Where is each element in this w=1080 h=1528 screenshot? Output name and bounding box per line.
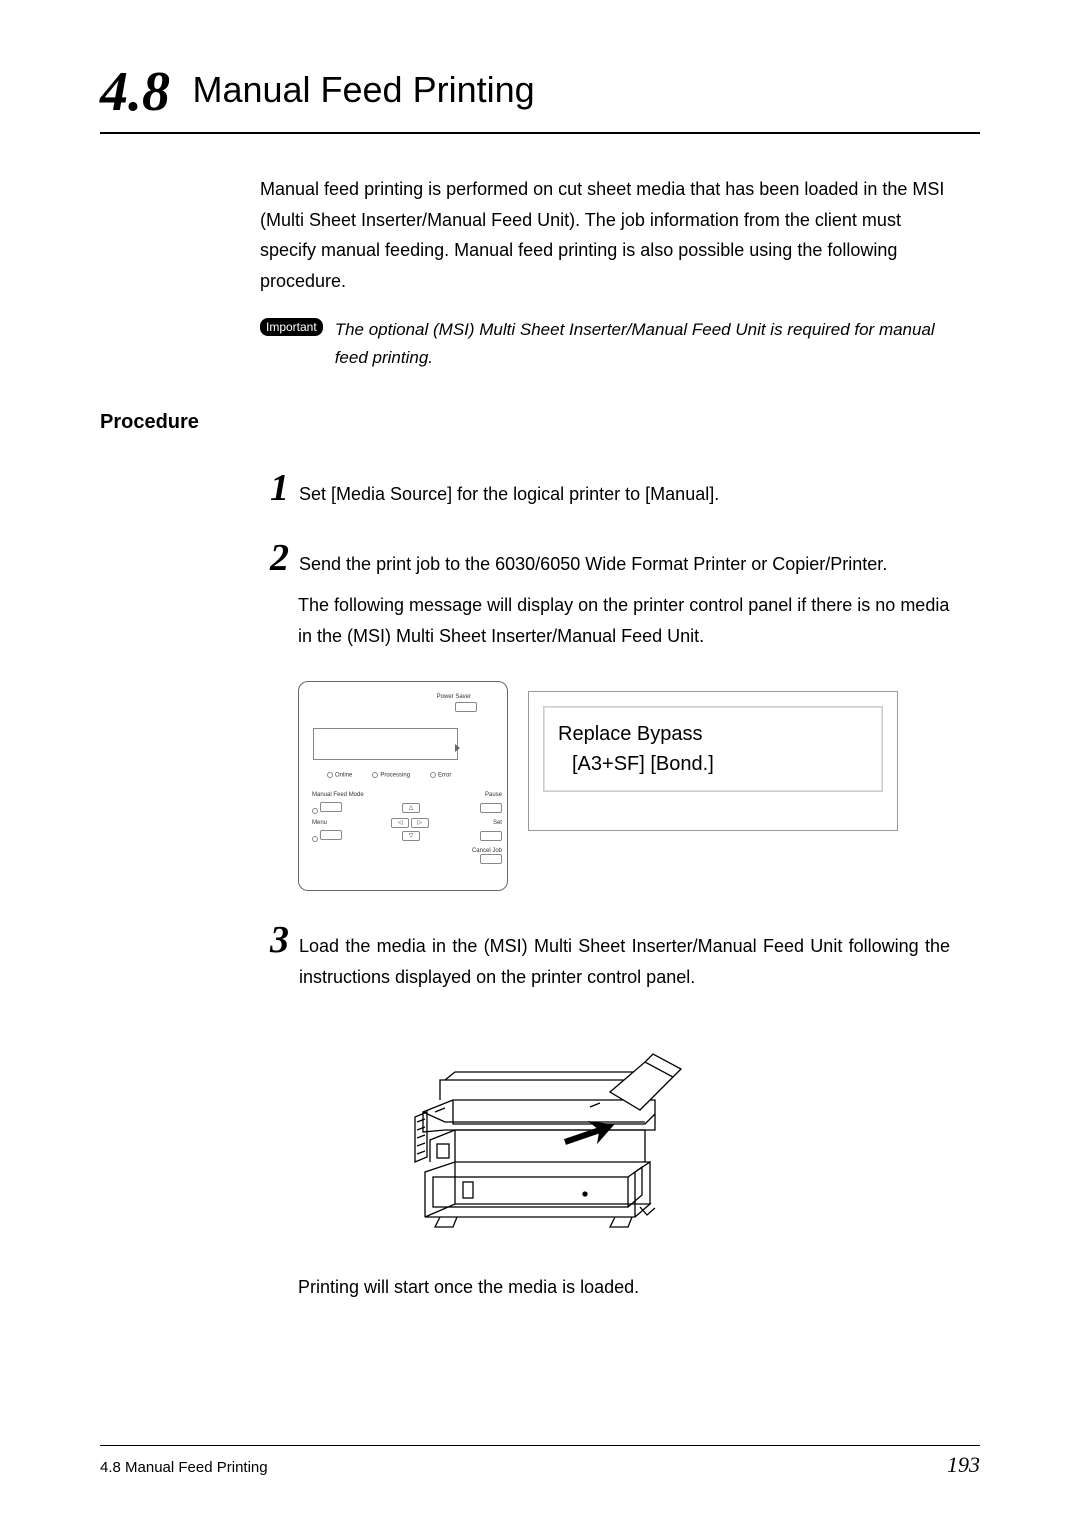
important-badge: Important bbox=[260, 318, 323, 336]
important-text: The optional (MSI) Multi Sheet Inserter/… bbox=[335, 316, 940, 370]
important-note: Important The optional (MSI) Multi Sheet… bbox=[260, 316, 940, 370]
manual-feed-label: Manual Feed Mode bbox=[312, 792, 364, 798]
message-line-2: [A3+SF] [Bond.] bbox=[558, 749, 868, 779]
status-leds: Online Processing Error bbox=[327, 772, 451, 779]
processing-label: Processing bbox=[380, 773, 410, 779]
error-label: Error bbox=[438, 773, 451, 779]
left-arrow-button: ◁ bbox=[391, 818, 409, 828]
lcd-display bbox=[313, 728, 458, 760]
page-footer: 4.8 Manual Feed Printing 193 bbox=[100, 1445, 980, 1478]
procedure-heading: Procedure bbox=[100, 411, 980, 434]
step-1-text: Set [Media Source] for the logical print… bbox=[299, 479, 719, 510]
step-1-number: 1 bbox=[270, 469, 289, 507]
step-2: 2 Send the print job to the 6030/6050 Wi… bbox=[270, 539, 950, 651]
control-panel-diagram: Power Saver Online Processing Error Manu… bbox=[298, 681, 508, 891]
cancel-job-label: Cancel Job bbox=[472, 848, 502, 854]
pause-button bbox=[480, 803, 502, 813]
section-number: 4.8 bbox=[100, 61, 170, 123]
menu-button bbox=[320, 830, 342, 840]
right-arrow-button: ▷ bbox=[411, 818, 429, 828]
step-2-text: Send the print job to the 6030/6050 Wide… bbox=[299, 549, 887, 580]
printer-icon bbox=[385, 1022, 695, 1252]
step-2-followup: The following message will display on th… bbox=[298, 590, 950, 651]
step-1: 1 Set [Media Source] for the logical pri… bbox=[270, 469, 950, 510]
step-2-number: 2 bbox=[270, 539, 289, 577]
step-3-number: 3 bbox=[270, 921, 289, 959]
power-saver-label: Power Saver bbox=[437, 694, 471, 700]
step-3-text: Load the media in the (MSI) Multi Sheet … bbox=[299, 931, 950, 992]
step-3: 3 Load the media in the (MSI) Multi Shee… bbox=[270, 921, 950, 992]
footer-section-ref: 4.8 Manual Feed Printing bbox=[100, 1459, 268, 1476]
up-arrow-button: △ bbox=[402, 803, 420, 813]
online-label: Online bbox=[335, 773, 352, 779]
cancel-job-button bbox=[480, 854, 502, 864]
pause-label: Pause bbox=[485, 792, 502, 798]
set-button bbox=[480, 831, 502, 841]
manual-feed-button bbox=[320, 802, 342, 812]
set-label: Set bbox=[493, 820, 502, 826]
section-title: Manual Feed Printing bbox=[192, 69, 534, 110]
message-line-1: Replace Bypass bbox=[558, 719, 868, 749]
footer-page-number: 193 bbox=[947, 1452, 980, 1478]
intro-block: Manual feed printing is performed on cut… bbox=[260, 174, 950, 296]
message-box: Replace Bypass [A3+SF] [Bond.] bbox=[528, 691, 898, 831]
section-heading: 4.8 Manual Feed Printing bbox=[100, 60, 980, 134]
closing-text: Printing will start once the media is lo… bbox=[298, 1277, 980, 1298]
printer-illustration bbox=[100, 1022, 980, 1257]
menu-label: Menu bbox=[312, 820, 327, 826]
down-arrow-button: ▽ bbox=[402, 831, 420, 841]
intro-text: Manual feed printing is performed on cut… bbox=[260, 174, 950, 296]
panel-and-message: Power Saver Online Processing Error Manu… bbox=[298, 681, 980, 891]
power-saver-button bbox=[455, 702, 477, 712]
